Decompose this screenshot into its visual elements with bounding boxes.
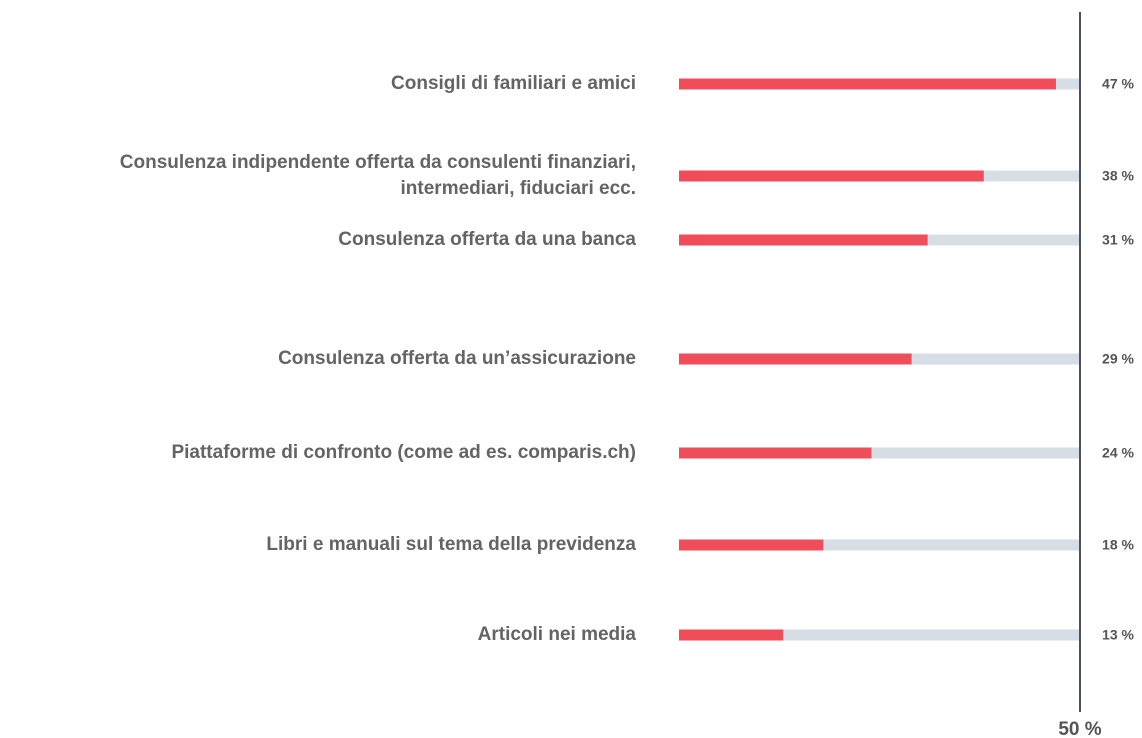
value-label: 31 % bbox=[1102, 232, 1134, 248]
category-label: Libri e manuali sul tema della previdenz… bbox=[266, 534, 636, 555]
bar-track bbox=[679, 629, 1080, 641]
category-label: Piattaforme di confronto (come ad es. co… bbox=[171, 442, 636, 463]
category-label: Consulenza offerta da una banca bbox=[338, 229, 636, 250]
value-label: 13 % bbox=[1102, 627, 1134, 643]
category-label: Consulenza offerta da un’assicurazione bbox=[278, 348, 636, 369]
category-label: Consigli di familiari e amici bbox=[391, 73, 636, 94]
bar bbox=[679, 629, 784, 641]
bar bbox=[679, 353, 912, 365]
bar bbox=[679, 170, 984, 182]
value-label: 47 % bbox=[1102, 76, 1134, 92]
bar bbox=[679, 234, 928, 246]
value-label: 24 % bbox=[1102, 445, 1134, 461]
value-label: 29 % bbox=[1102, 351, 1134, 367]
bar bbox=[679, 78, 1056, 90]
bar bbox=[679, 539, 824, 551]
value-label: 18 % bbox=[1102, 537, 1134, 553]
category-label: Articoli nei media bbox=[478, 624, 637, 645]
bar bbox=[679, 447, 872, 459]
bar-track bbox=[679, 447, 1080, 459]
bar-track bbox=[679, 539, 1080, 551]
category-label: Consulenza indipendente offerta da consu… bbox=[120, 152, 636, 199]
value-label: 38 % bbox=[1102, 168, 1134, 184]
x-tick-label: 50 % bbox=[1058, 719, 1101, 738]
